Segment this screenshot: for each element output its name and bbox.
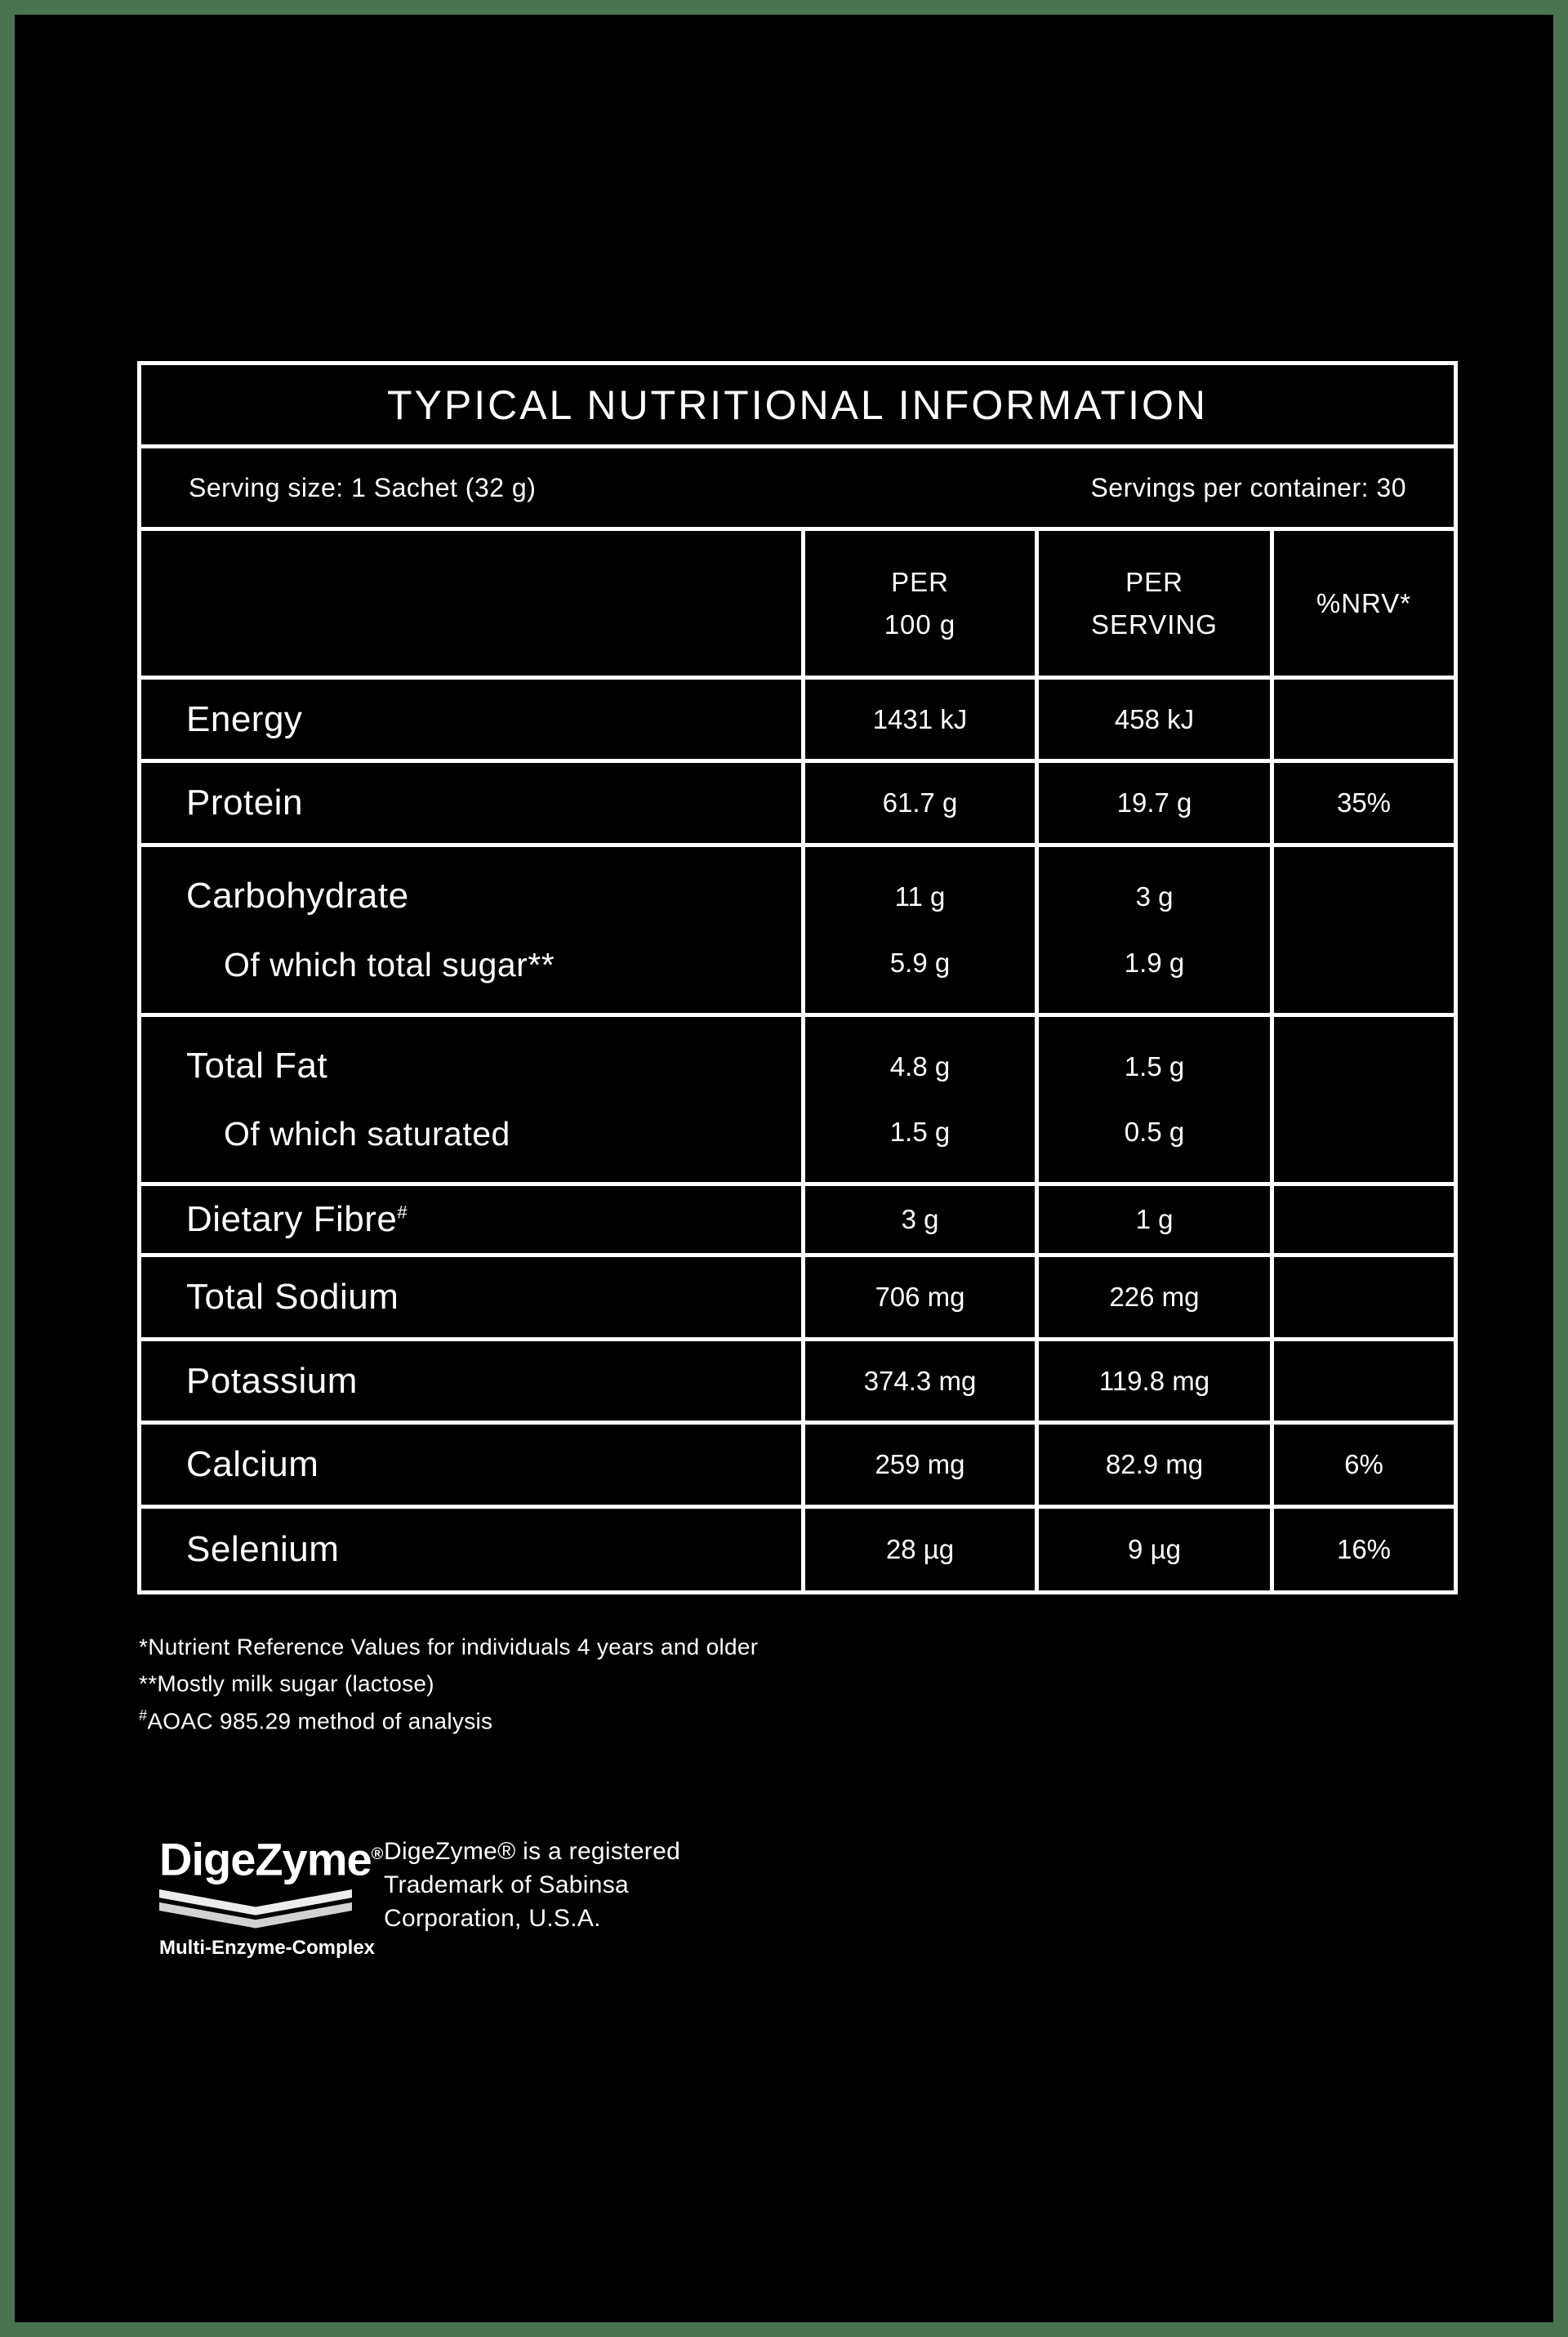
- nutrition-table: TYPICAL NUTRITIONAL INFORMATION Serving …: [137, 361, 1458, 1594]
- row-protein-label: Protein: [141, 763, 801, 843]
- servings-per-container: Servings per container: 30: [1090, 472, 1406, 502]
- row-total-fat-per100: 4.8 g 1.5 g: [805, 1017, 1035, 1182]
- header-nrv: %NRV*: [1274, 531, 1454, 676]
- row-selenium-label: Selenium: [141, 1509, 801, 1590]
- row-dietary-fibre-label: Dietary Fibre#: [141, 1186, 801, 1253]
- row-potassium-per100: 374.3 mg: [805, 1341, 1035, 1420]
- row-total-fat-label: Total Fat Of which saturated: [141, 1017, 801, 1182]
- serving-size: Serving size: 1 Sachet (32 g): [189, 472, 537, 502]
- row-total-fat-per-serving: 1.5 g 0.5 g: [1039, 1017, 1270, 1182]
- header-nrv-text: %NRV*: [1316, 587, 1412, 618]
- row-protein-per100: 61.7 g: [805, 763, 1035, 843]
- digezyme-logo: DigeZyme® Multi-Enzyme-Complex: [159, 1830, 383, 1960]
- header-per-100g-line1: PER: [891, 566, 949, 597]
- row-total-sodium-per-serving: 226 mg: [1039, 1257, 1270, 1337]
- row-selenium-per100: 28 µg: [805, 1509, 1035, 1590]
- row-energy-label: Energy: [141, 680, 801, 759]
- row-total-fat-nrv: [1274, 1017, 1454, 1182]
- trademark-caption-line1: DigeZyme® is a registered: [384, 1838, 681, 1865]
- row-total-sodium-nrv: [1274, 1257, 1454, 1337]
- row-dietary-fibre-per100: 3 g: [805, 1186, 1035, 1253]
- row-carbohydrate-per-serving: 3 g 1.9 g: [1039, 847, 1270, 1013]
- row-protein-per-serving: 19.7 g: [1039, 763, 1270, 843]
- row-calcium-per100: 259 mg: [805, 1425, 1035, 1505]
- footnote-sugar: **Mostly milk sugar (lactose): [139, 1670, 434, 1697]
- row-potassium-per-serving: 119.8 mg: [1039, 1341, 1270, 1420]
- row-dietary-fibre-per-serving: 1 g: [1039, 1186, 1270, 1253]
- row-carbohydrate-label: Carbohydrate Of which total sugar**: [141, 847, 801, 1013]
- header-empty-cell: [141, 531, 801, 676]
- footnote-aoac: #AOAC 985.29 method of analysis: [139, 1706, 493, 1733]
- header-per-100g: PER 100 g: [805, 531, 1035, 676]
- row-protein-nrv: 35%: [1274, 763, 1454, 843]
- row-total-sodium-label: Total Sodium: [141, 1257, 801, 1337]
- row-potassium-nrv: [1274, 1341, 1454, 1420]
- row-carbohydrate-per100: 11 g 5.9 g: [805, 847, 1035, 1013]
- row-selenium-nrv: 16%: [1274, 1509, 1454, 1590]
- registered-trademark-symbol: ®: [371, 1845, 384, 1863]
- chevron-stripes-icon: [159, 1889, 352, 1929]
- row-total-sodium-per100: 706 mg: [805, 1257, 1035, 1337]
- row-potassium-label: Potassium: [141, 1341, 801, 1420]
- trademark-caption: DigeZyme® is a registered Trademark of S…: [384, 1835, 680, 1935]
- row-energy-per100: 1431 kJ: [805, 680, 1035, 759]
- row-carbohydrate-nrv: [1274, 847, 1454, 1013]
- header-per-100g-line2: 100 g: [884, 609, 956, 640]
- header-per-serving-line2: SERVING: [1091, 609, 1218, 640]
- digezyme-tagline: Multi-Enzyme-Complex: [159, 1936, 376, 1959]
- trademark-caption-line3: Corporation, U.S.A.: [384, 1905, 601, 1932]
- row-selenium-per-serving: 9 µg: [1039, 1509, 1270, 1590]
- footnote-nrv: *Nutrient Reference Values for individua…: [139, 1634, 759, 1660]
- table-title-text: TYPICAL NUTRITIONAL INFORMATION: [386, 381, 1209, 428]
- row-dietary-fibre-nrv: [1274, 1186, 1454, 1253]
- row-energy-per-serving: 458 kJ: [1039, 680, 1270, 759]
- row-energy-nrv: [1274, 680, 1454, 759]
- header-per-serving-line1: PER: [1125, 566, 1183, 597]
- digezyme-logo-wordmark: DigeZyme®: [159, 1833, 383, 1885]
- label-panel: TYPICAL NUTRITIONAL INFORMATION Serving …: [15, 15, 1553, 2322]
- row-calcium-per-serving: 82.9 mg: [1039, 1425, 1270, 1505]
- row-calcium-label: Calcium: [141, 1425, 801, 1505]
- header-per-serving: PER SERVING: [1039, 531, 1270, 676]
- table-title: TYPICAL NUTRITIONAL INFORMATION: [141, 365, 1454, 444]
- serving-row: Serving size: 1 Sachet (32 g) Servings p…: [141, 448, 1454, 527]
- footnotes: *Nutrient Reference Values for individua…: [139, 1626, 758, 1737]
- row-calcium-nrv: 6%: [1274, 1425, 1454, 1505]
- trademark-caption-line2: Trademark of Sabinsa: [384, 1871, 630, 1898]
- dietary-fibre-footnote-mark: #: [397, 1202, 408, 1223]
